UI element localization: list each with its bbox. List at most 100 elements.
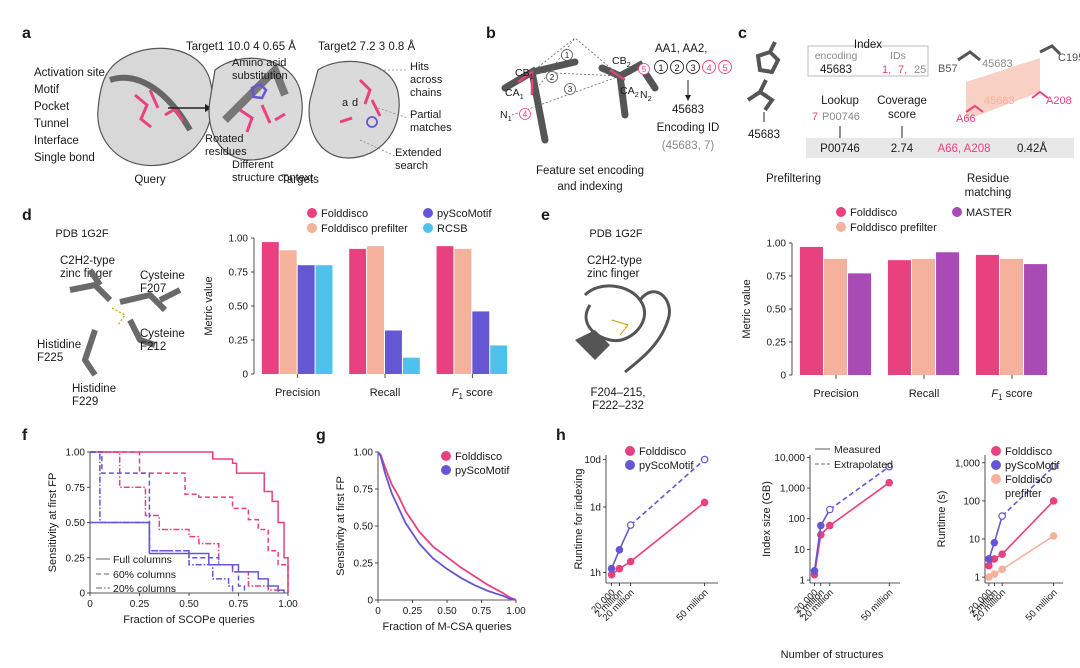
legend-marker — [952, 207, 962, 217]
x-axis-label: Fraction of SCOPe queries — [123, 614, 255, 626]
hits-across-chains: Hits — [410, 61, 429, 73]
result-cell: P00746 — [820, 143, 860, 155]
panel-letter: f — [22, 427, 28, 444]
bar — [315, 265, 333, 374]
residue-label: F229 — [72, 396, 98, 408]
legend-label: MASTER — [966, 207, 1012, 219]
legend-label: RCSB — [437, 223, 468, 235]
y-tick-label: 1.00 — [767, 239, 787, 250]
target1-sheet — [222, 62, 289, 123]
encoding-id-tuple: (45683, 7) — [662, 140, 715, 152]
legend-label: prefilter — [1005, 488, 1042, 500]
y-tick-label: 0.25 — [767, 338, 787, 349]
series-line — [377, 451, 517, 601]
range-label: F204–215, — [591, 387, 646, 399]
legend-label: 60% columns — [113, 569, 176, 581]
edge-number-circle — [564, 83, 576, 95]
zinc-finger-residues — [69, 268, 182, 377]
residue-label: A208 — [1046, 95, 1072, 107]
y-axis-label: Sensitivity at first FP — [335, 476, 347, 576]
data-point — [825, 505, 834, 514]
result-cell: A66, A208 — [937, 143, 990, 155]
feature-number: 3 — [690, 63, 695, 74]
data-point — [990, 538, 999, 547]
motif-label: zinc finger — [587, 268, 640, 280]
data-point — [998, 565, 1006, 574]
bar — [297, 265, 315, 374]
series-line — [813, 482, 890, 575]
panel-letter: c — [738, 25, 747, 42]
edge-number-circle — [638, 63, 650, 75]
bar — [848, 273, 872, 375]
different-context: Different — [232, 159, 273, 171]
y-tick-label: 0.75 — [354, 485, 374, 496]
result-cell: 2.74 — [891, 143, 914, 155]
legend-label: Full columns — [113, 554, 172, 566]
rotated-residues: Rotated — [205, 133, 244, 145]
feature-number: 4 — [706, 63, 711, 74]
legend-label: Folddisco — [455, 451, 502, 463]
feature-number: 1 — [658, 63, 663, 74]
feature-number: 2 — [674, 63, 679, 74]
legend-label: Extrapolated — [834, 459, 893, 471]
residue-label: B57 — [938, 63, 958, 75]
y-tick-label: 0.25 — [66, 553, 86, 564]
edge-number: 5 — [642, 65, 647, 74]
residue-label: Histidine — [37, 339, 81, 351]
legend-label: Folddisco — [639, 446, 686, 458]
query-caption: Query — [134, 174, 166, 186]
partial-match-marker — [366, 116, 378, 128]
y-axis-label: Runtime (s) — [936, 491, 948, 548]
coverage-label: score — [888, 109, 916, 121]
residue-label: F207 — [140, 283, 166, 295]
series-line — [611, 501, 706, 576]
arrow-head — [685, 95, 691, 101]
series-line — [377, 451, 517, 601]
x-tick-label: Recall — [370, 387, 401, 399]
residue-label: Cysteine — [140, 328, 185, 340]
data-point — [626, 521, 635, 529]
y-tick-label: 0 — [367, 596, 373, 607]
y-tick-label: 0.25 — [354, 559, 374, 570]
matching-band — [966, 58, 1040, 120]
index-box — [807, 45, 929, 77]
amino-acid-substitution: substitution — [232, 70, 288, 82]
y-tick-label: 0.50 — [354, 522, 374, 533]
panel-letter: a — [22, 25, 31, 42]
extended-search: search — [395, 160, 428, 172]
edge-number-circle — [519, 108, 531, 120]
index-id: 25 — [914, 64, 926, 76]
hits-across-chains: chains — [410, 87, 442, 99]
index-encoding: 45683 — [820, 64, 852, 76]
legend-marker — [625, 446, 635, 456]
y-tick-label: 10d — [584, 455, 601, 466]
x-tick-label: F1 score — [991, 388, 1032, 402]
data-point — [990, 570, 999, 578]
pdb-label: PDB 1G2F — [589, 228, 642, 240]
label-a: a — [342, 97, 349, 109]
x-tick-label: 0.25 — [403, 606, 423, 617]
edge-number: 2 — [550, 73, 555, 82]
y-tick-label: 0.75 — [66, 483, 86, 494]
legend-label: Folddisco — [850, 207, 897, 219]
data-point — [1049, 532, 1058, 540]
y-tick-label: 0.75 — [229, 268, 249, 279]
rotated-residues: residues — [205, 146, 247, 158]
edge-number: 1 — [565, 51, 570, 60]
query-feature: Interface — [34, 135, 79, 147]
series-line — [90, 451, 234, 593]
motif-label: C2H2-type — [587, 255, 642, 267]
bar — [975, 254, 999, 375]
data-point — [885, 478, 894, 487]
query-feature: Single bond — [34, 152, 95, 164]
x-tick-label: 1.00 — [278, 599, 298, 610]
edge-number-circle — [561, 49, 573, 61]
data-point — [615, 564, 624, 573]
hits-across-chains: across — [410, 74, 443, 86]
